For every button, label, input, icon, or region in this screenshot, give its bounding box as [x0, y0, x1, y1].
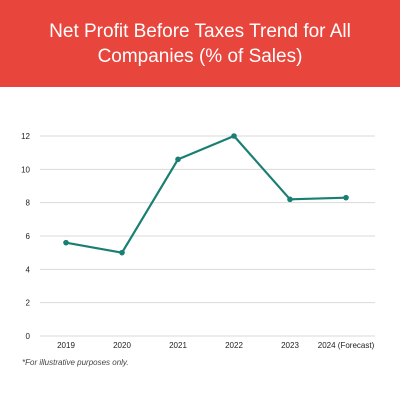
- y-tick-label: 12: [21, 132, 30, 141]
- line-chart: 0 2 4 6 8 10 12 2019 2020 2021 2022 2023 2024 (Fore…: [0, 87, 400, 357]
- x-tick-label: 2020: [113, 341, 131, 350]
- chart-title: Net Profit Before Taxes Trend for All Co…: [49, 20, 351, 67]
- x-tick-label: 2019: [57, 341, 75, 350]
- line-chart-svg: 0 2 4 6 8 10 12 2019 2020 2021 2022 2023 2024 (Fore…: [21, 132, 375, 350]
- series-layer: [64, 134, 348, 254]
- gridlines: [40, 135, 375, 337]
- data-point: [231, 133, 237, 139]
- data-point: [343, 194, 349, 201]
- data-point: [287, 196, 293, 203]
- x-axis-ticks: 2019 2020 2021 2022 2023 2024 (Forecast): [57, 341, 374, 350]
- data-point: [175, 156, 181, 163]
- y-tick-label: 4: [26, 265, 31, 274]
- data-point: [119, 249, 125, 256]
- x-tick-label: 2021: [169, 341, 187, 350]
- y-tick-label: 8: [26, 199, 31, 208]
- y-tick-label: 6: [26, 232, 31, 241]
- y-tick-label: 10: [21, 165, 30, 174]
- chart-header: Net Profit Before Taxes Trend for All Co…: [0, 0, 400, 87]
- x-tick-label: 2024 (Forecast): [318, 341, 375, 350]
- x-tick-label: 2023: [281, 341, 299, 350]
- y-tick-label: 2: [26, 299, 31, 308]
- y-axis-ticks: 0 2 4 6 8 10 12: [21, 132, 30, 341]
- data-point: [63, 239, 69, 246]
- y-tick-label: 0: [26, 332, 31, 341]
- series-line: [64, 134, 348, 254]
- footnote: *For illustrative purposes only.: [22, 358, 129, 367]
- point-layer: [63, 133, 349, 256]
- x-tick-label: 2022: [225, 341, 243, 350]
